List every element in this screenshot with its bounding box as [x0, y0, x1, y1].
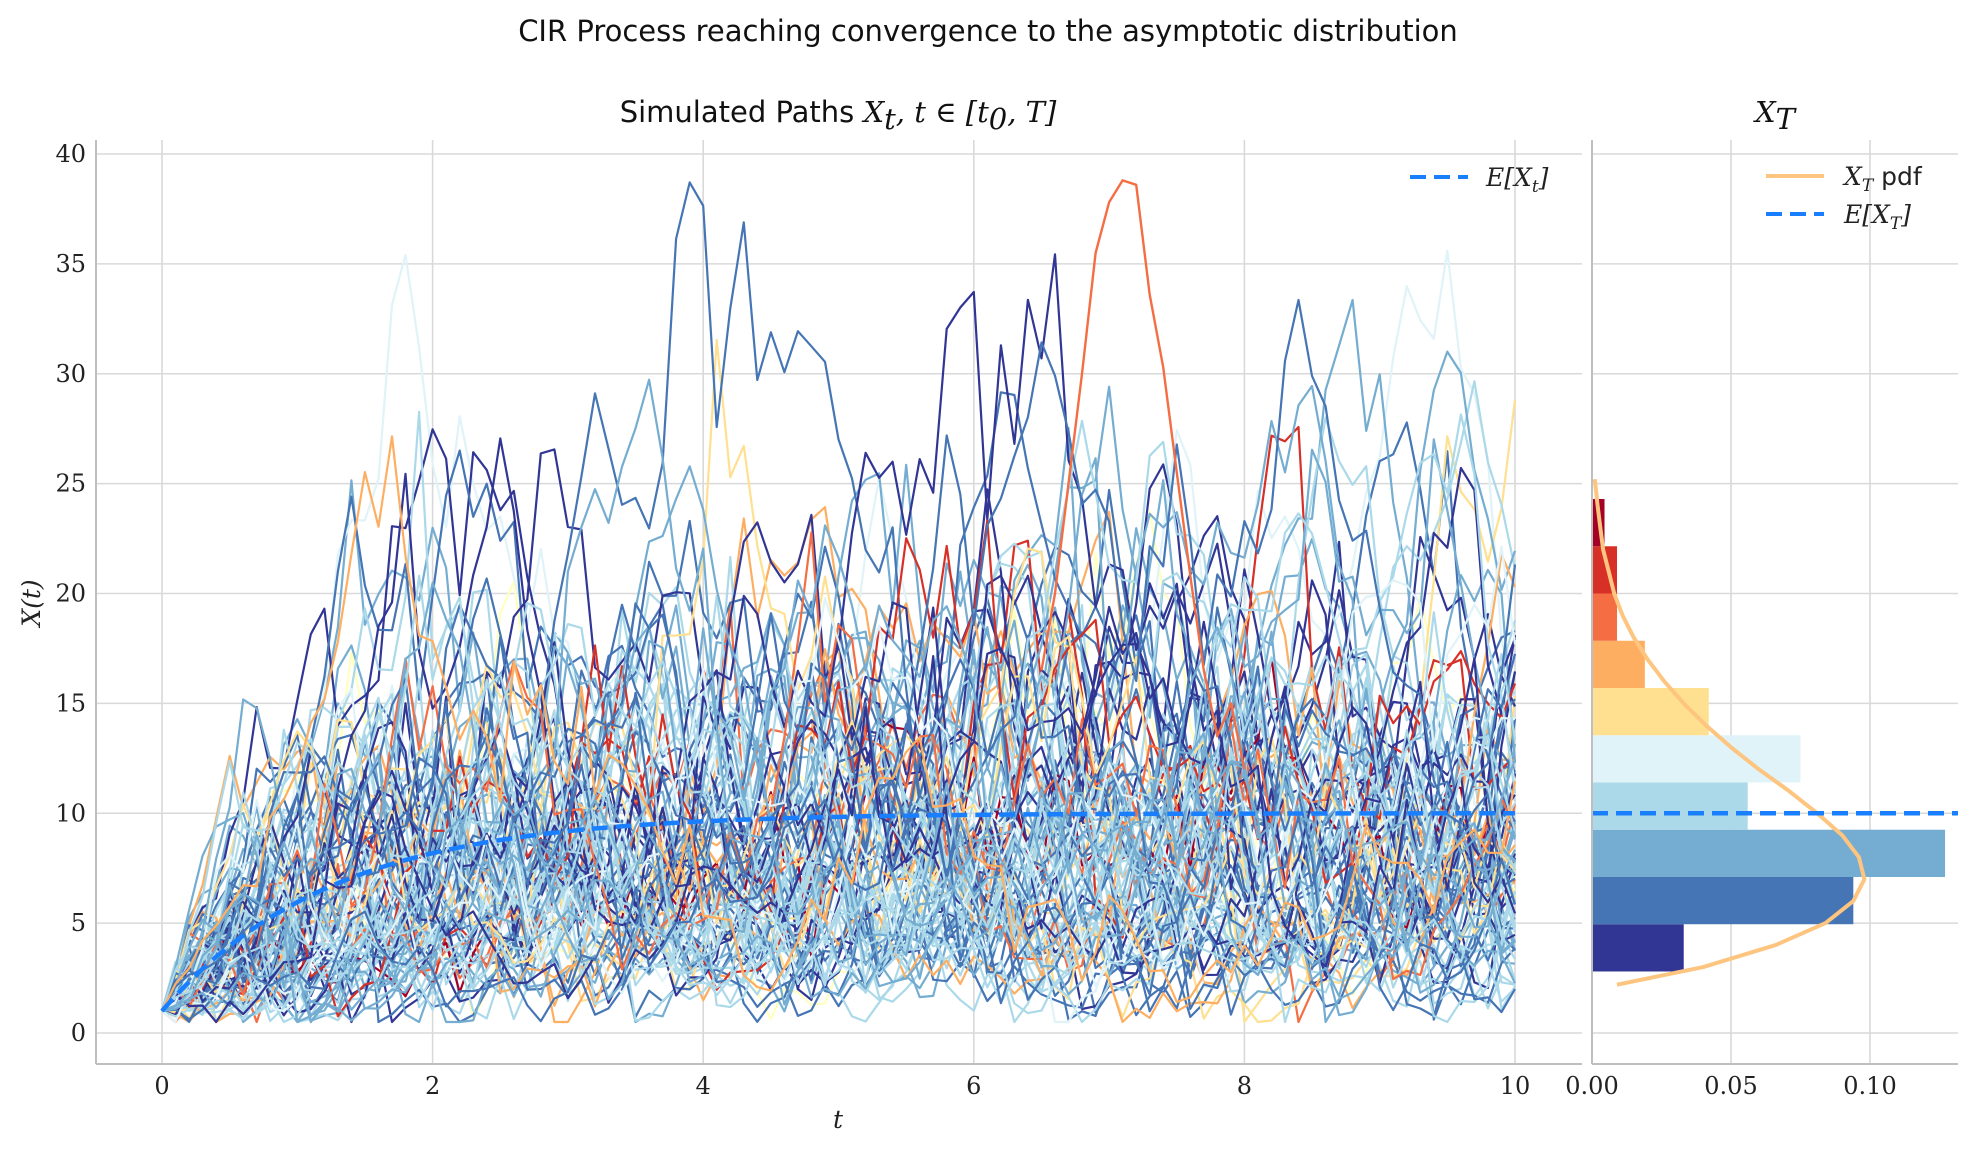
- x-tick-label: 0: [154, 1072, 169, 1100]
- pdf-curve: [1592, 478, 1867, 987]
- path-line: [161, 545, 1517, 1024]
- path-line: [160, 601, 1517, 1024]
- histogram-bar: [1592, 782, 1748, 830]
- histogram-bar: [1592, 876, 1854, 925]
- histogram-bar: [1592, 593, 1618, 641]
- expectation-curve: [160, 811, 1515, 1013]
- x-axis-label: t: [833, 1105, 844, 1134]
- main-title-rest: , t ∈ [t: [896, 95, 989, 129]
- hist-title: XT: [1753, 95, 1798, 136]
- hist-x-tick-label: 0.10: [1843, 1072, 1896, 1100]
- path-line: [161, 425, 1516, 1012]
- path-line: [161, 574, 1516, 1012]
- x-tick-label: 8: [1237, 1072, 1252, 1100]
- main-legend-mean-sub: t: [1532, 177, 1539, 197]
- chart-suptitle: CIR Process reaching convergence to the …: [518, 14, 1458, 48]
- main-legend-mean-text: E[X: [1485, 163, 1533, 192]
- y-tick-label: 10: [55, 799, 86, 827]
- main-title-end: , T]: [1007, 95, 1057, 129]
- x-tick-label: 4: [696, 1072, 711, 1100]
- pdf-line: [1592, 478, 1867, 987]
- hist-legend-pdf-text: X: [1842, 162, 1863, 191]
- path-line: [161, 378, 1516, 1024]
- hist-legend-pdf-label: XT pdf: [1842, 162, 1923, 196]
- path-line: [161, 298, 1517, 1023]
- hist-title-sub: T: [1776, 102, 1798, 136]
- hist-legend-mean-label: E[XT]: [1843, 200, 1911, 234]
- main-legend: E[Xt]: [1410, 163, 1549, 197]
- y-tick-label: 30: [55, 360, 86, 388]
- main-title: Simulated Paths Xt, t ∈ [t0, T]: [620, 95, 1057, 136]
- path-line: [160, 576, 1517, 1012]
- path-line: [161, 622, 1516, 1012]
- path-line: [161, 413, 1517, 1012]
- hist-x-tick-label: 0.05: [1704, 1072, 1757, 1100]
- path-line: [161, 605, 1517, 1024]
- y-tick-label: 5: [71, 909, 86, 937]
- y-tick-label: 35: [55, 250, 86, 278]
- simulated-paths: [160, 179, 1517, 1024]
- path-line: [160, 602, 1517, 1012]
- y-tick-label: 15: [55, 689, 86, 717]
- path-line: [161, 630, 1517, 1024]
- path-line: [160, 547, 1516, 1012]
- y-tick-label: 25: [55, 470, 86, 498]
- y-tick-label: 20: [55, 580, 86, 608]
- hist-legend-mean-text: E[X: [1843, 200, 1891, 229]
- main-title-math: X: [861, 95, 885, 129]
- main-tick-labels: 0 2 4 6 8 10 0 5 10 15 20 25 30 35 40: [55, 140, 1530, 1100]
- hist-title-math: X: [1753, 95, 1777, 129]
- histogram-bar: [1592, 829, 1946, 877]
- hist-legend-mean-end: ]: [1900, 200, 1911, 229]
- x-tick-label: 10: [1500, 1072, 1531, 1100]
- main-legend-mean-end: ]: [1538, 163, 1549, 192]
- hist-legend-pdf-end: pdf: [1873, 162, 1923, 191]
- hist-tick-labels: 0.00 0.05 0.10: [1565, 1072, 1896, 1100]
- path-line: [161, 732, 1516, 1012]
- main-title-text: Simulated Paths: [620, 95, 864, 129]
- main-title-sub2: 0: [989, 102, 1007, 136]
- histogram-bars: [1592, 499, 1946, 972]
- hist-spines: [1591, 140, 1958, 1065]
- hist-legend: XT pdf E[XT]: [1766, 162, 1923, 234]
- path-line-highlight: [1040, 179, 1246, 770]
- y-tick-label: 40: [55, 140, 86, 168]
- y-axis-label: X(t): [17, 579, 46, 628]
- hist-legend-mean-sub: T: [1890, 214, 1903, 234]
- histogram-bar: [1592, 640, 1645, 688]
- path-line: [161, 531, 1517, 1012]
- main-legend-mean-label: E[Xt]: [1485, 163, 1549, 197]
- histogram-bar: [1592, 924, 1684, 972]
- path-line: [161, 727, 1516, 1012]
- main-spines: [95, 140, 1582, 1065]
- y-tick-label: 0: [71, 1019, 86, 1047]
- x-tick-label: 6: [966, 1072, 981, 1100]
- path-line: [161, 435, 1517, 1012]
- main-title-sub: t: [884, 102, 896, 136]
- path-line: [161, 419, 1517, 1013]
- hist-x-tick-label: 0.00: [1565, 1072, 1618, 1100]
- x-tick-label: 2: [425, 1072, 440, 1100]
- expectation-line: [160, 811, 1515, 1013]
- path-line: [161, 597, 1516, 1013]
- hist-legend-pdf-sub: T: [1862, 176, 1875, 196]
